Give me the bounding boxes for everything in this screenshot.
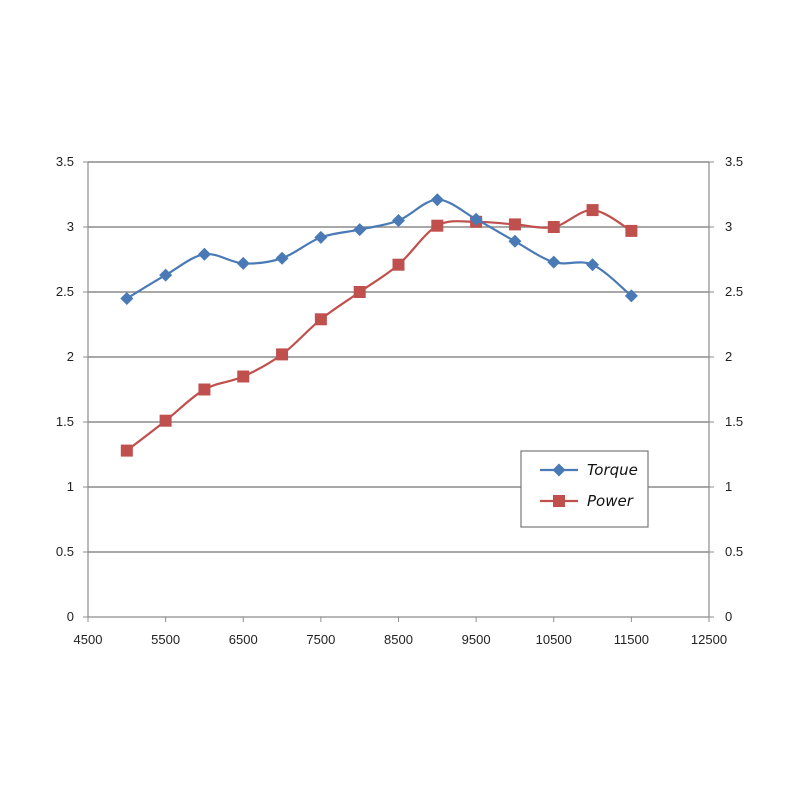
y-tick-label: 0 [67,609,74,624]
data-point-torque [392,214,405,227]
data-point-torque [508,234,522,248]
legend-label-power: Power [587,492,634,510]
data-point-power [353,286,366,298]
series-torque [120,193,638,305]
data-point-power [431,219,444,232]
y-tick-label: 2 [67,349,74,364]
data-point-power [198,383,211,396]
legend-label-torque: Torque [587,461,638,479]
y-tick-label: 1 [67,479,74,494]
tick-labels: 0 0.5 1 1.5 2 2.5 3 3.5 0 0.5 1 1.5 2 2.5 3 3.5 4500 5500… [56,154,743,647]
data-point-torque [275,251,289,265]
legend-marker-power [553,495,565,507]
data-point-torque [547,255,561,269]
x-tick-label: 8500 [384,632,413,647]
data-point-torque [586,258,600,272]
y-tick-label: 1.5 [56,414,74,429]
y-tick-label: 3 [67,219,74,234]
y2-tick-label: 2 [725,349,732,364]
y2-tick-label: 1.5 [725,414,743,429]
x-tick-label: 4500 [74,632,103,647]
y2-tick-label: 0 [725,609,732,624]
data-point-power [159,414,172,427]
data-point-power [120,444,133,457]
data-point-torque [314,230,328,244]
legend-item-power: Power [540,492,634,510]
x-tick-label: 12500 [691,632,727,647]
plot-area [120,193,638,457]
y2-tick-label: 2.5 [725,284,743,299]
y2-tick-label: 0.5 [725,544,743,559]
series-line-power [126,208,632,452]
y2-tick-label: 3.5 [725,154,743,169]
data-point-torque [353,223,367,237]
data-point-power [625,224,638,237]
x-tick-label: 6500 [229,632,258,647]
legend-marker-torque [552,463,566,477]
data-point-torque [469,212,483,226]
data-point-torque [197,247,211,261]
y2-tick-label: 1 [725,479,732,494]
series-line-torque [126,198,633,300]
y-tick-label: 3.5 [56,154,74,169]
data-point-torque [624,289,638,303]
x-tick-label: 5500 [151,632,180,647]
data-point-power [586,204,599,217]
legend-box [520,450,649,528]
data-point-power [314,313,327,326]
data-point-power [276,348,289,361]
y-tick-label: 2.5 [56,284,74,299]
data-point-power [508,218,521,231]
x-tick-label: 9500 [462,632,491,647]
legend-item-torque: Torque [540,461,638,479]
x-tick-label: 10500 [536,632,572,647]
legend: Torque Power [520,450,649,528]
data-point-torque [236,256,250,270]
series-power [120,204,638,457]
data-point-power [547,221,560,233]
x-tick-label: 11500 [614,632,649,647]
data-point-torque [120,292,134,305]
data-point-power [237,370,250,383]
x-tick-label: 7500 [306,632,335,647]
y2-tick-label: 3 [725,219,732,234]
data-point-power [392,258,405,271]
y-tick-label: 0.5 [56,544,74,559]
data-point-torque [159,268,173,282]
data-point-torque [430,193,444,207]
axes [83,161,714,622]
